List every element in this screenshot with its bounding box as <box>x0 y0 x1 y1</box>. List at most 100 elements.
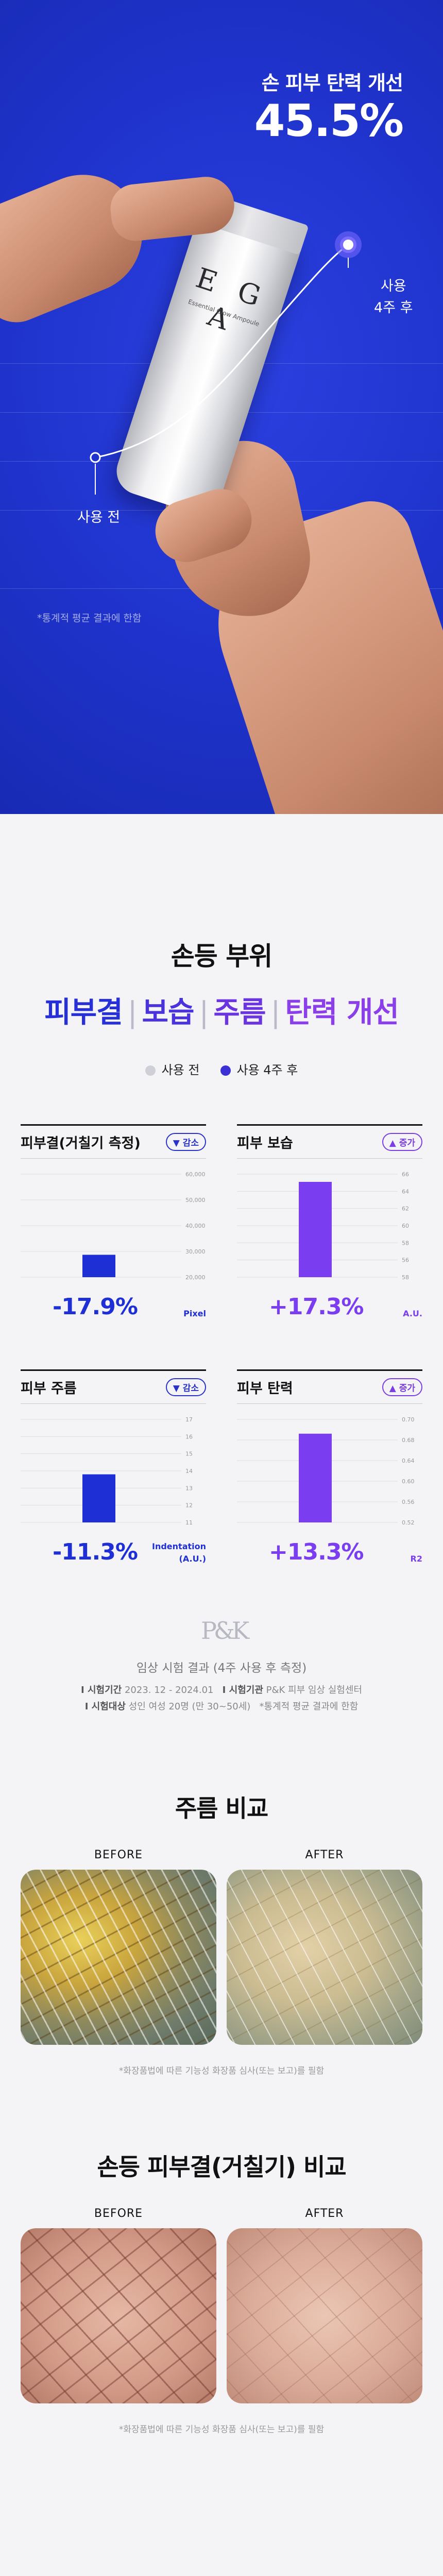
chart-title: 피부결(거칠기 측정) <box>21 1136 141 1151</box>
study-title: 임상 시험 결과 (4주 사용 후 측정) <box>136 1662 307 1675</box>
period-label: I 시험기간 <box>81 1685 122 1696</box>
legend-label: 사용 4주 후 <box>236 1063 298 1077</box>
chart-footer: +13.3% R2 <box>237 1539 422 1565</box>
y-tick-label: 11 <box>185 1519 193 1526</box>
y-tick-label: 0.56 <box>402 1499 415 1505</box>
study-target-line: I 시험대상 성인 여성 20명 (만 30~50세) *통계적 평균 결과에 … <box>0 1699 443 1713</box>
y-tick-label: 50,000 <box>185 1197 206 1204</box>
y-tick-label: 0.70 <box>402 1416 415 1423</box>
chart-texture: 피부결(거칠기 측정) ▼ 감소 60,000 50,000 40,000 30,00… <box>21 1124 206 1320</box>
before-label: BEFORE <box>94 1849 143 1861</box>
legend-item-before: 사용 전 <box>145 1060 200 1078</box>
y-tick-label: 15 <box>185 1451 193 1458</box>
y-tick-label: 60,000 <box>185 1171 206 1178</box>
after-label-line1: 사용 <box>380 278 406 294</box>
increase-badge: ▲ 증가 <box>382 1133 422 1151</box>
subtitle-separator: | <box>199 996 209 1029</box>
wrinkle-compare-title: 주름 비교 <box>175 1794 268 1822</box>
bar-after <box>299 1182 332 1277</box>
after-label: 사용 4주 후 <box>374 276 413 319</box>
y-tick-label: 66 <box>402 1171 409 1178</box>
wrinkle-after-image <box>227 1870 422 2045</box>
chart-header: 피부 보습 ▲ 증가 <box>237 1124 422 1159</box>
target-label: I 시험대상 <box>84 1701 126 1712</box>
change-value: -11.3% <box>53 1539 138 1565</box>
period-value: 2023. 12 - 2024.01 <box>124 1685 214 1696</box>
change-value: -17.9% <box>53 1294 138 1320</box>
subtitle-part: 주름 <box>213 996 266 1029</box>
y-tick-label: 16 <box>185 1433 193 1440</box>
hero-title: 손 피부 탄력 개선 <box>261 72 403 94</box>
legend-dot <box>220 1065 231 1076</box>
mini-chart-grid: 피부결(거칠기 측정) ▼ 감소 60,000 50,000 40,000 30,00… <box>21 1124 422 1565</box>
subtitle-separator: | <box>127 996 138 1029</box>
y-tick-label: 58 <box>402 1274 409 1281</box>
legend-label: 사용 전 <box>161 1063 200 1077</box>
results-subtitle: 피부결 | 보습 | 주름 | 탄력 개선 <box>0 989 443 1031</box>
subtitle-part: 보습 <box>142 996 195 1029</box>
texture-after-image <box>227 2228 422 2403</box>
chart-header: 피부 탄력 ▲ 증가 <box>237 1369 422 1404</box>
after-label-line2: 4주 후 <box>374 300 413 316</box>
hero-section: E G A Essential Glow Ampoule 손 피부 탄력 개선 … <box>0 0 443 814</box>
chart-header: 피부결(거칠기 측정) ▼ 감소 <box>21 1124 206 1159</box>
wrinkle-compare-section: 주름 비교 BEFORE AFTER *화장품법에 따른 기능성 화장품 심사(… <box>0 1713 443 2076</box>
wrinkle-before-image <box>21 1870 216 2045</box>
y-tick-label: 17 <box>185 1416 193 1423</box>
y-tick-label: 40,000 <box>185 1223 206 1229</box>
unit-label: Indentation (A.U.) <box>152 1541 206 1564</box>
increase-badge: ▲ 증가 <box>382 1378 422 1396</box>
chart-title: 피부 보습 <box>237 1136 293 1151</box>
bar-after <box>82 1255 115 1277</box>
chart-header: 피부 주름 ▼ 감소 <box>21 1369 206 1404</box>
before-label: BEFORE <box>94 2207 143 2220</box>
study-period-line: I 시험기간 2023. 12 - 2024.01 I 시험기관 P&K 피부 … <box>0 1683 443 1696</box>
before-label: 사용 전 <box>77 510 121 526</box>
chart-legend: 사용 전 사용 4주 후 <box>0 1060 443 1078</box>
legend-dot <box>145 1065 156 1076</box>
chart-title: 피부 주름 <box>21 1381 77 1397</box>
y-tick-label: 56 <box>402 1257 409 1264</box>
wrinkle-compare-note: *화장품법에 따른 기능성 화장품 심사(또는 보고)를 필함 <box>118 2066 325 2076</box>
y-tick-label: 20,000 <box>185 1274 206 1281</box>
chart-moisture: 피부 보습 ▲ 증가 66 64 62 60 58 56 58 +17.3% A.U. <box>237 1124 422 1320</box>
chart-footer: -11.3% Indentation (A.U.) <box>21 1539 206 1565</box>
before-marker <box>90 452 101 463</box>
pk-logo: P&K <box>201 1617 249 1645</box>
texture-before-image <box>21 2228 216 2403</box>
after-label: AFTER <box>305 1849 344 1861</box>
y-tick-label: 13 <box>185 1485 193 1492</box>
unit-label: A.U. <box>403 1309 422 1318</box>
hero-note: *통계적 평균 결과에 한함 <box>37 613 142 624</box>
y-tick-label: 30,000 <box>185 1248 206 1255</box>
decrease-badge: ▼ 감소 <box>165 1378 206 1396</box>
unit-label: R2 <box>410 1554 422 1564</box>
texture-compare-note: *화장품법에 따른 기능성 화장품 심사(또는 보고)를 필함 <box>118 2425 325 2435</box>
org-value: P&K 피부 임상 실험센터 <box>266 1685 362 1696</box>
hero-percent: 45.5% <box>254 95 404 147</box>
change-value: +17.3% <box>269 1294 364 1320</box>
y-tick-label: 58 <box>402 1240 409 1246</box>
texture-compare-title: 손등 피부결(거칠기) 비교 <box>97 2153 346 2181</box>
study-footnote: *통계적 평균 결과에 한함 <box>259 1701 359 1712</box>
wrinkle-before-col: BEFORE <box>21 1849 216 2045</box>
bar-after <box>299 1433 332 1522</box>
chart-plot: 0.70 0.68 0.64 0.60 0.56 0.52 <box>237 1416 415 1526</box>
y-tick-label: 62 <box>402 1206 409 1212</box>
wrinkle-after-col: AFTER <box>227 1849 422 2045</box>
y-tick-label: 64 <box>402 1188 409 1195</box>
chart-plot: 60,000 50,000 40,000 30,000 20,000 <box>21 1171 206 1281</box>
y-tick-label: 0.52 <box>402 1519 415 1526</box>
y-tick-label: 0.68 <box>402 1437 415 1444</box>
legend-item-after: 사용 4주 후 <box>220 1060 298 1078</box>
chart-elasticity: 피부 탄력 ▲ 증가 0.70 0.68 0.64 0.60 0.56 0.52 +13.… <box>237 1369 422 1565</box>
y-tick-label: 0.64 <box>402 1458 415 1464</box>
bar-after <box>82 1474 115 1522</box>
wrinkle-compare-row: BEFORE AFTER <box>21 1849 422 2045</box>
texture-before-col: BEFORE <box>21 2207 216 2403</box>
y-tick-label: 60 <box>402 1223 409 1229</box>
texture-after-col: AFTER <box>227 2207 422 2403</box>
change-value: +13.3% <box>269 1539 364 1565</box>
results-title: 손등 부위 <box>171 941 272 971</box>
target-value: 성인 여성 20명 (만 30~50세) <box>128 1701 251 1712</box>
